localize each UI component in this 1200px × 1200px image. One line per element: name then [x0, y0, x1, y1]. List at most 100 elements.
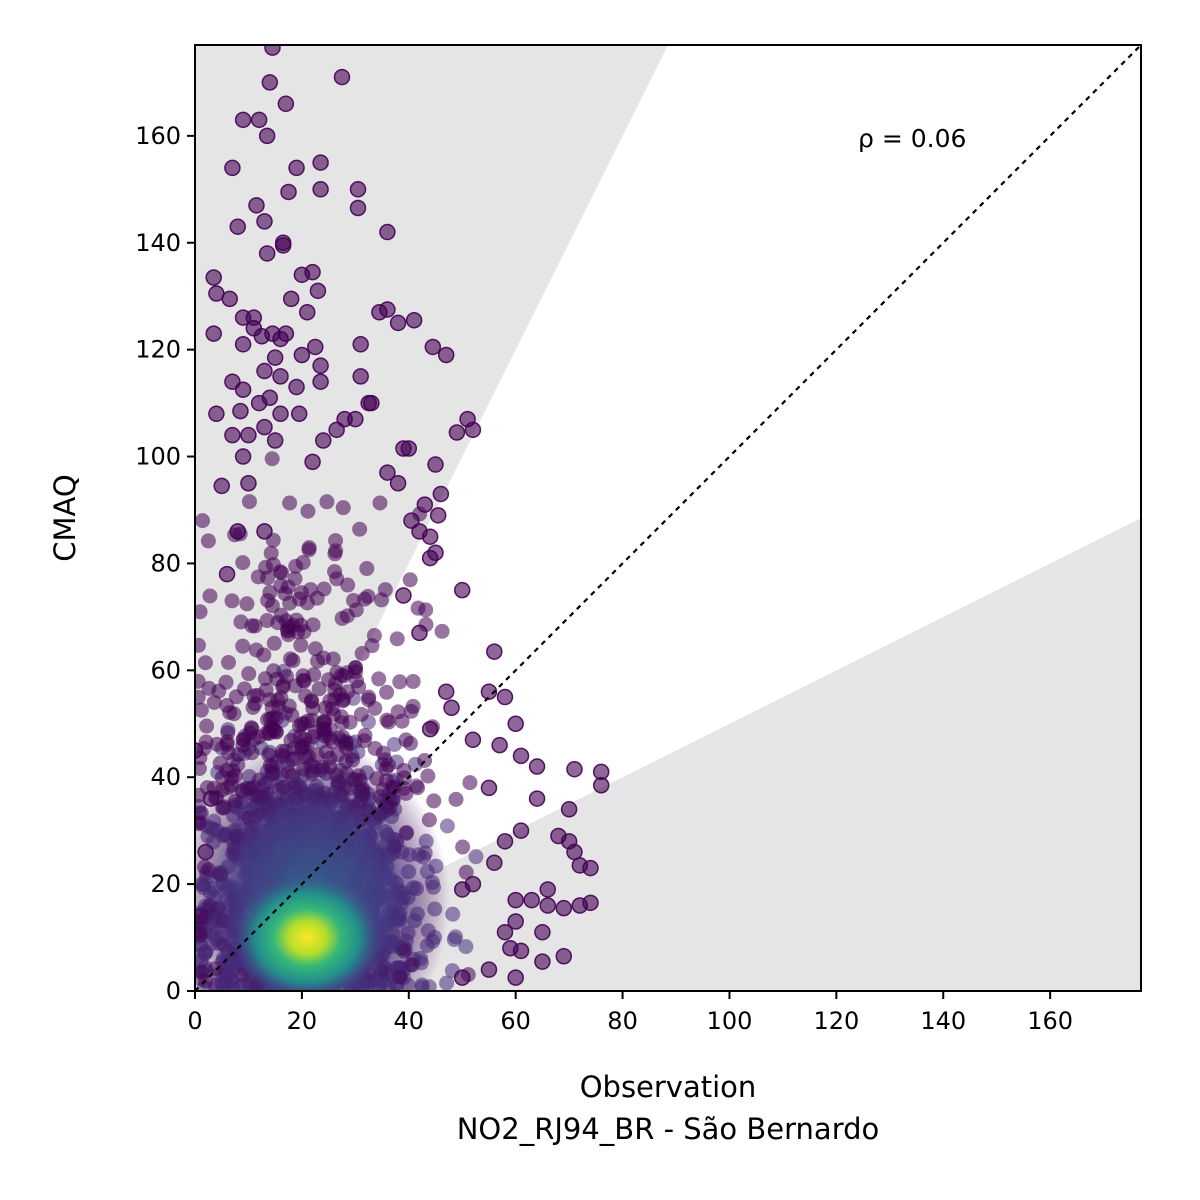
- data-point: [486, 854, 503, 871]
- data-point: [266, 635, 282, 651]
- data-point: [295, 668, 311, 684]
- data-point: [256, 647, 272, 663]
- data-point: [274, 565, 290, 581]
- density-cloud: [195, 739, 451, 991]
- data-point: [315, 432, 332, 449]
- x-tick-label: 40: [394, 1007, 425, 1035]
- data-point: [195, 513, 211, 529]
- data-point: [347, 410, 364, 428]
- data-point: [333, 68, 351, 86]
- data-point: [582, 859, 599, 877]
- data-point: [396, 762, 412, 778]
- data-point: [220, 725, 236, 741]
- data-point: [258, 559, 274, 575]
- data-point: [293, 617, 309, 633]
- data-point: [366, 628, 382, 644]
- data-point: [312, 154, 329, 171]
- data-point: [258, 127, 276, 145]
- y-tick-label: 80: [150, 549, 181, 577]
- data-point: [235, 555, 251, 571]
- data-point: [534, 953, 551, 970]
- data-point: [448, 791, 464, 807]
- data-point: [349, 181, 367, 198]
- density-core: [232, 873, 383, 991]
- data-point: [555, 899, 573, 917]
- x-axis: 0 20 40 60 80 100 120 140 160: [187, 991, 1073, 1035]
- data-point: [349, 199, 367, 217]
- data-point: [432, 485, 450, 503]
- data-point: [429, 507, 447, 524]
- data-point: [403, 703, 419, 719]
- data-point: [389, 475, 407, 492]
- data-point: [389, 314, 407, 332]
- data-point: [319, 494, 335, 510]
- data-point: [455, 839, 471, 855]
- data-point: [269, 671, 285, 687]
- data-point: [195, 761, 207, 777]
- data-point: [360, 692, 376, 708]
- data-point: [328, 543, 344, 559]
- data-point: [458, 939, 474, 955]
- data-point: [241, 494, 257, 510]
- data-point: [453, 581, 471, 599]
- data-point: [426, 793, 442, 809]
- data-point: [405, 311, 423, 329]
- data-point: [372, 495, 388, 511]
- data-point: [507, 715, 524, 733]
- x-tick-label: 160: [1027, 1007, 1073, 1035]
- data-point: [421, 720, 439, 738]
- data-point: [304, 694, 320, 710]
- data-point: [555, 948, 573, 965]
- data-point: [379, 684, 395, 700]
- data-point: [421, 528, 439, 545]
- data-point: [468, 849, 484, 865]
- data-point: [235, 638, 251, 654]
- data-point: [566, 760, 583, 778]
- data-point: [250, 394, 268, 412]
- y-tick-label: 100: [135, 443, 181, 471]
- data-point: [232, 402, 249, 420]
- data-point: [250, 111, 268, 129]
- data-point: [264, 45, 281, 56]
- data-point: [301, 542, 317, 558]
- data-point: [205, 325, 222, 342]
- x-tick-label: 100: [707, 1007, 753, 1035]
- data-point: [528, 758, 546, 775]
- data-point: [257, 671, 273, 687]
- data-point: [309, 282, 327, 300]
- data-point: [405, 673, 421, 689]
- y-tick-label: 60: [150, 656, 181, 684]
- data-point: [195, 604, 208, 620]
- data-point: [411, 624, 428, 642]
- data-point: [229, 218, 247, 235]
- data-point: [379, 712, 395, 728]
- data-point: [329, 571, 345, 587]
- data-point: [453, 881, 471, 898]
- data-point: [287, 571, 303, 587]
- data-point: [353, 706, 369, 722]
- data-point: [258, 245, 276, 262]
- data-point: [256, 418, 273, 436]
- data-point: [274, 237, 292, 254]
- data-point: [200, 533, 216, 549]
- data-point: [379, 301, 396, 318]
- data-point: [523, 891, 540, 909]
- data-point: [260, 712, 276, 728]
- x-tick-label: 140: [920, 1007, 966, 1035]
- data-point: [208, 405, 225, 423]
- data-point: [464, 421, 482, 439]
- annotation-rho: ρ = 0.06: [858, 124, 966, 153]
- data-point: [312, 373, 329, 390]
- y-tick-label: 140: [135, 229, 181, 257]
- data-point: [293, 637, 309, 653]
- data-point: [534, 923, 551, 941]
- data-point: [218, 565, 236, 583]
- data-point: [262, 723, 278, 739]
- data-point: [379, 464, 396, 481]
- data-point: [496, 923, 514, 941]
- data-point: [256, 213, 273, 230]
- data-point: [304, 453, 321, 471]
- data-point: [245, 699, 261, 715]
- data-point: [390, 704, 406, 720]
